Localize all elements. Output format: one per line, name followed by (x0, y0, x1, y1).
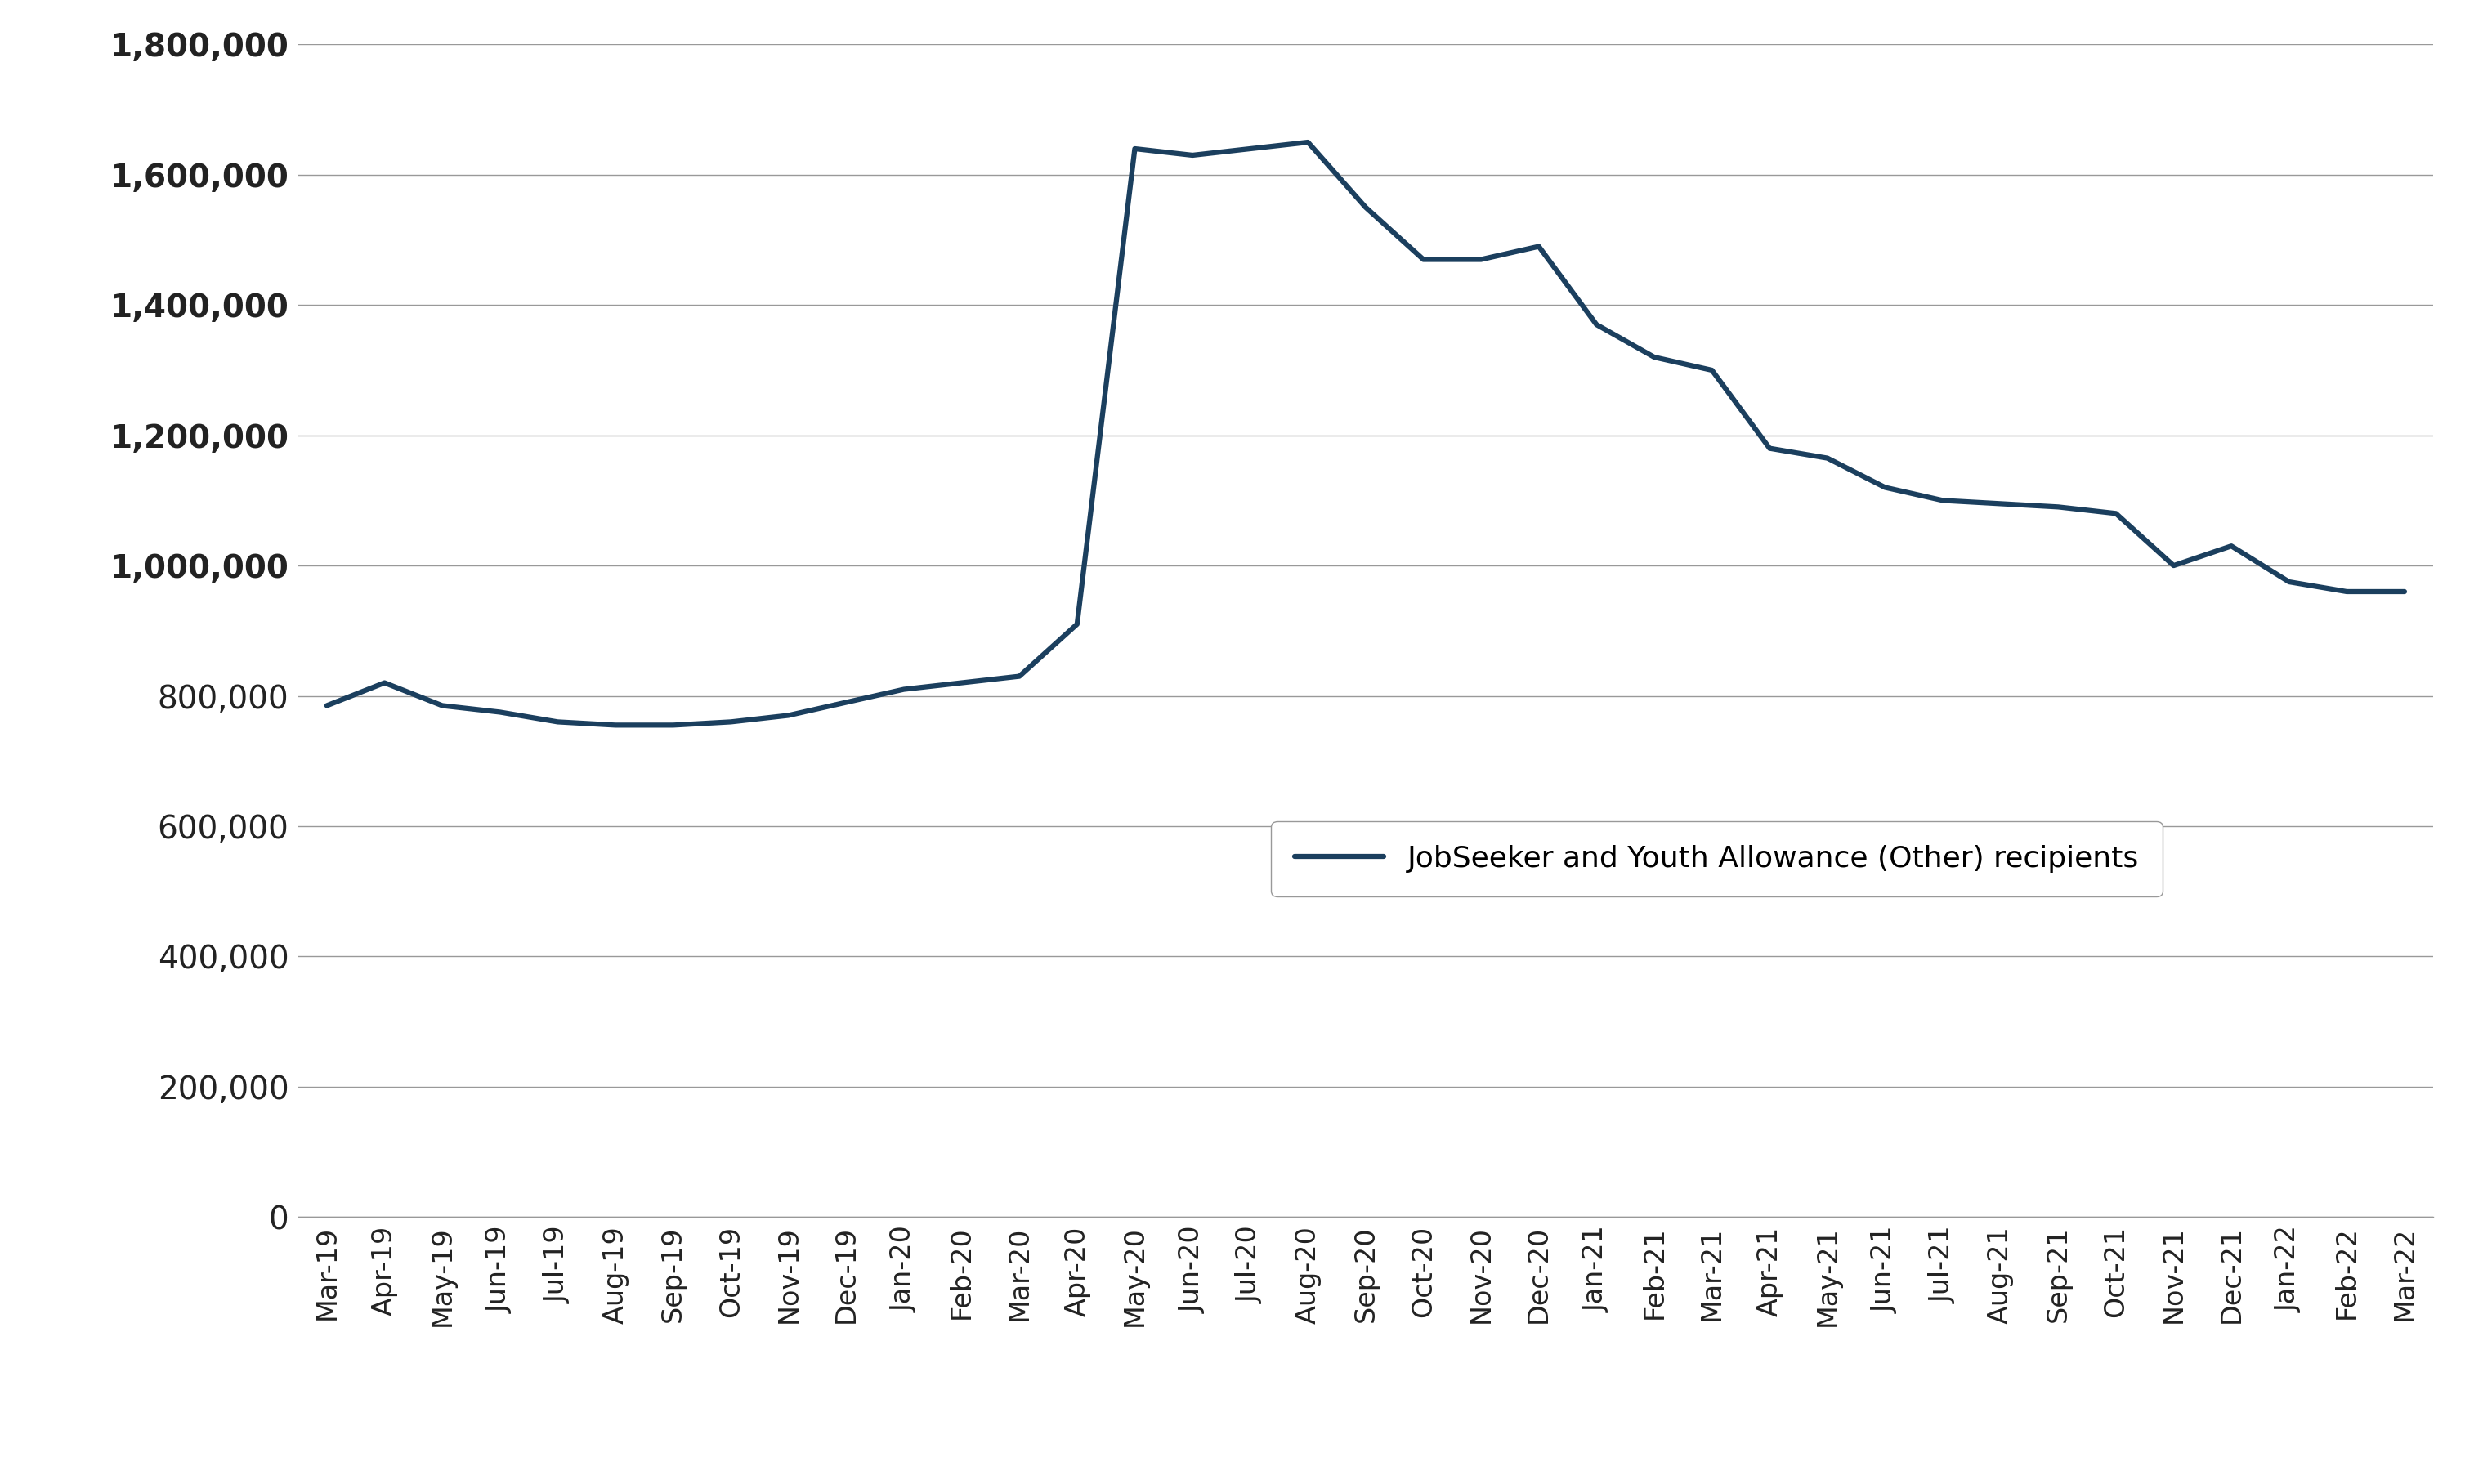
JobSeeker and Youth Allowance (Other) recipients (1755, 439, 1785, 457)
JobSeeker and Youth Allowance (Other) recipients (544, 712, 574, 730)
JobSeeker and Youth Allowance (Other) recipients (427, 696, 457, 714)
JobSeeker and Youth Allowance (Other) recipients (484, 703, 514, 721)
JobSeeker and Youth Allowance (Other) recipients (1408, 251, 1438, 269)
JobSeeker and Youth Allowance (Other) recipients (1465, 251, 1495, 269)
JobSeeker and Youth Allowance (Other) recipients (946, 674, 976, 692)
Legend: JobSeeker and Youth Allowance (Other) recipients: JobSeeker and Youth Allowance (Other) re… (1271, 821, 2163, 896)
JobSeeker and Youth Allowance (Other) recipients (2332, 583, 2361, 601)
JobSeeker and Youth Allowance (Other) recipients (2101, 505, 2130, 522)
JobSeeker and Youth Allowance (Other) recipients (715, 712, 745, 730)
JobSeeker and Youth Allowance (Other) recipients (1813, 450, 1842, 467)
JobSeeker and Youth Allowance (Other) recipients (1006, 668, 1035, 686)
JobSeeker and Youth Allowance (Other) recipients (601, 717, 631, 735)
JobSeeker and Youth Allowance (Other) recipients (1986, 494, 2016, 512)
JobSeeker and Youth Allowance (Other) recipients (1639, 349, 1669, 367)
JobSeeker and Youth Allowance (Other) recipients (2389, 583, 2418, 601)
JobSeeker and Youth Allowance (Other) recipients (1063, 616, 1093, 634)
JobSeeker and Youth Allowance (Other) recipients (2158, 556, 2188, 574)
JobSeeker and Youth Allowance (Other) recipients (1870, 478, 1899, 496)
JobSeeker and Youth Allowance (Other) recipients (1582, 316, 1611, 334)
JobSeeker and Youth Allowance (Other) recipients (370, 674, 400, 692)
JobSeeker and Youth Allowance (Other) recipients (658, 717, 688, 735)
JobSeeker and Youth Allowance (Other) recipients (832, 693, 862, 711)
JobSeeker and Youth Allowance (Other) recipients (1927, 491, 1957, 509)
JobSeeker and Youth Allowance (Other) recipients (889, 680, 919, 699)
JobSeeker and Youth Allowance (Other) recipients (1525, 237, 1554, 255)
JobSeeker and Youth Allowance (Other) recipients (313, 696, 343, 714)
JobSeeker and Youth Allowance (Other) recipients (1120, 139, 1150, 157)
JobSeeker and Youth Allowance (Other) recipients (2274, 573, 2304, 591)
JobSeeker and Youth Allowance (Other) recipients (1294, 134, 1323, 151)
Line: JobSeeker and Youth Allowance (Other) recipients: JobSeeker and Youth Allowance (Other) re… (328, 142, 2404, 726)
JobSeeker and Youth Allowance (Other) recipients (2044, 499, 2073, 516)
JobSeeker and Youth Allowance (Other) recipients (1177, 147, 1207, 165)
JobSeeker and Youth Allowance (Other) recipients (1237, 139, 1266, 157)
JobSeeker and Youth Allowance (Other) recipients (775, 706, 804, 724)
JobSeeker and Youth Allowance (Other) recipients (1351, 199, 1381, 217)
JobSeeker and Youth Allowance (Other) recipients (2217, 537, 2247, 555)
JobSeeker and Youth Allowance (Other) recipients (1696, 361, 1726, 378)
